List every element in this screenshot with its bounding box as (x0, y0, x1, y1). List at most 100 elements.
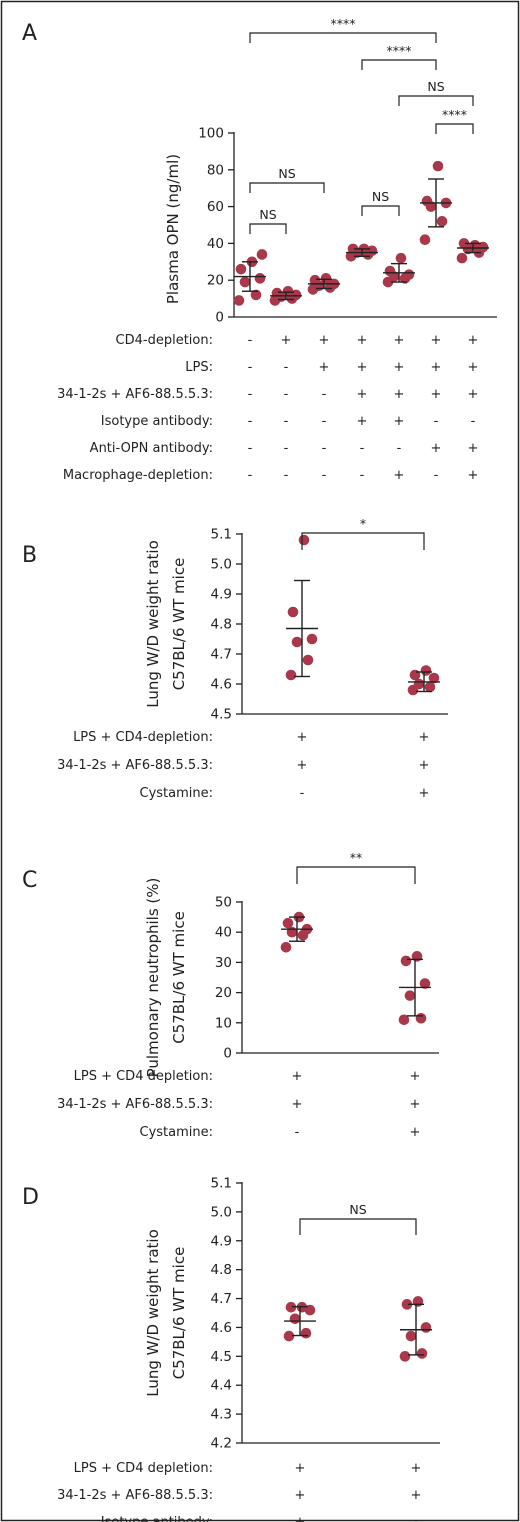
condition-label: Cystamine: (140, 786, 214, 801)
data-point (233, 295, 245, 306)
condition-value: + (297, 730, 308, 745)
condition-value: - (248, 333, 253, 348)
panel-a: A 0 20 40 60 80 100 Plasma OPN (ng/ml) **** **** N… (22, 16, 497, 483)
data-group-1 (285, 534, 318, 681)
data-point (432, 160, 444, 172)
condition-value: - (322, 414, 327, 429)
condition-value: + (410, 1125, 421, 1140)
y-tick-label: 40 (207, 236, 224, 252)
data-point (400, 955, 412, 967)
significance-bracket (249, 182, 325, 193)
condition-value: - (322, 441, 327, 456)
data-point (412, 1296, 424, 1307)
condition-value: - (284, 441, 289, 456)
y-tick-label: 0 (223, 1046, 232, 1062)
data-point (282, 285, 294, 297)
data-point (469, 239, 481, 251)
y-axis-label-secondary: C57BL/6 WT mice (170, 911, 188, 1044)
data-point (424, 681, 436, 693)
condition-value: + (431, 360, 442, 375)
data-point (306, 633, 318, 645)
y-tick-label: 4.7 (211, 647, 232, 663)
condition-value: + (431, 441, 442, 456)
data-point (282, 917, 294, 929)
y-tick-label: 20 (207, 273, 224, 289)
data-point (304, 1304, 316, 1316)
condition-label: Anti-OPN antibody: (90, 441, 213, 456)
data-group-1 (233, 249, 268, 306)
y-tick-label: 4.8 (211, 1262, 232, 1278)
significance-bracket (435, 123, 474, 134)
condition-label: LPS + CD4-depletion: (73, 730, 213, 745)
condition-value: + (394, 333, 405, 348)
condition-value: + (468, 360, 479, 375)
data-point (256, 249, 268, 260)
condition-label: Isotype antibody: (101, 1515, 213, 1522)
condition-value: - (284, 387, 289, 402)
condition-value: + (281, 333, 292, 348)
panel-d: D 4.2 4.3 4.4 4.5 4.6 4.7 4.8 4.9 5.0 5.1 Lung W/D … (22, 1176, 440, 1522)
data-point (271, 287, 283, 299)
data-group-6 (419, 160, 452, 246)
data-point (287, 606, 299, 618)
condition-label: LPS + CD4 depletion: (74, 1461, 213, 1476)
y-tick-label: 4.5 (211, 707, 232, 723)
data-point (384, 265, 396, 277)
significance-label: **** (331, 16, 356, 31)
condition-value: + (468, 441, 479, 456)
y-axis-label-secondary: C57BL/6 WT mice (170, 558, 188, 691)
condition-value: - (248, 414, 253, 429)
panel-letter: D (22, 1185, 39, 1210)
condition-label: CD4-depletion: (116, 333, 213, 348)
condition-label: 34-1-2s + AF6-88.5.5.3: (57, 1488, 213, 1503)
significance-bracket (296, 866, 416, 884)
condition-value: - (284, 360, 289, 375)
data-group-3 (307, 273, 340, 295)
condition-value: + (394, 360, 405, 375)
condition-value: + (295, 1488, 306, 1503)
data-point (477, 241, 489, 253)
data-group-5 (382, 252, 415, 288)
condition-value: - (295, 1125, 300, 1140)
condition-value: + (357, 414, 368, 429)
data-point (302, 654, 314, 666)
condition-value: + (468, 468, 479, 483)
y-axis-label: Plasma OPN (ng/ml) (164, 154, 182, 304)
y-tick-label: 5.1 (211, 1176, 232, 1192)
y-tick-label: 4.7 (211, 1291, 232, 1307)
data-group-2 (269, 285, 302, 306)
y-axis-label: Lung W/D weight ratio (144, 1229, 162, 1397)
data-group-2 (399, 1296, 432, 1362)
y-tick-label: 100 (198, 126, 224, 142)
data-point (419, 234, 431, 246)
condition-label: Macrophage-depletion: (63, 468, 213, 483)
y-tick-label: 4.2 (211, 1436, 232, 1452)
condition-value: + (297, 758, 308, 773)
data-point (239, 276, 251, 288)
condition-value: + (419, 730, 430, 745)
data-point (280, 942, 292, 953)
data-point (420, 1322, 432, 1333)
data-point (309, 274, 321, 286)
data-group-2 (407, 665, 440, 696)
condition-value: - (284, 468, 289, 483)
y-axis-label: Lung W/D weight ratio (144, 540, 162, 708)
condition-value: + (357, 387, 368, 402)
panel-b: B 4.5 4.6 4.7 4.8 4.9 5.0 5.1 Lung W/D weight ra… (22, 516, 448, 801)
y-axis-label-secondary: C57BL/6 WT mice (170, 1247, 188, 1380)
condition-value: + (292, 1097, 303, 1112)
significance-label: NS (427, 79, 444, 94)
condition-value: + (410, 1097, 421, 1112)
data-point (416, 1348, 428, 1359)
y-tick-label: 4.5 (211, 1349, 232, 1365)
significance-bracket (361, 59, 437, 70)
condition-value: - (397, 441, 402, 456)
y-tick-label: 0 (215, 310, 224, 326)
condition-value: - (248, 387, 253, 402)
data-point (283, 1330, 295, 1342)
condition-value: - (248, 468, 253, 483)
y-tick-label: 4.3 (211, 1407, 232, 1423)
y-tick-label: 4.6 (211, 1320, 232, 1336)
condition-value: + (468, 333, 479, 348)
